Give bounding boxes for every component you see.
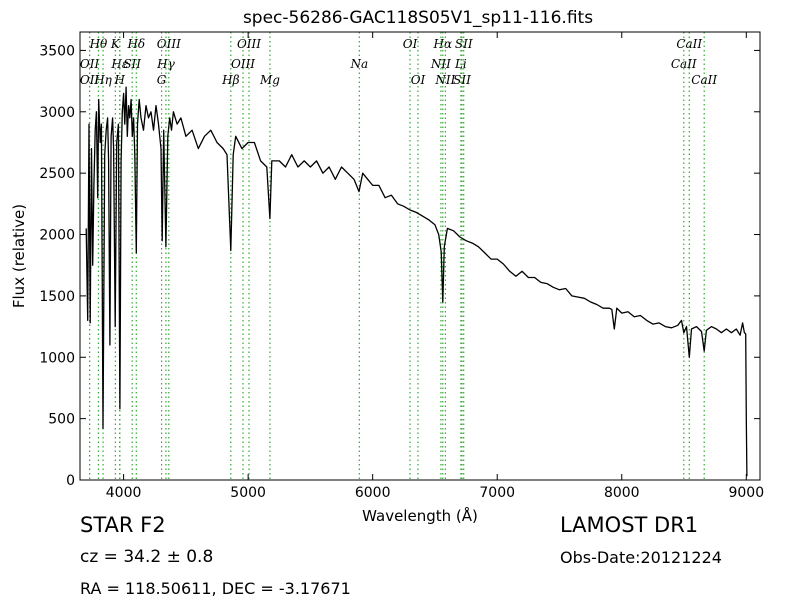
spectral-line-label: NII [430,57,451,71]
spectral-line-label: SII [455,37,473,51]
spectral-line-label: CaII [676,37,702,51]
y-tick-label: 2500 [39,166,75,182]
spectral-line-label: Hα [433,37,453,51]
x-tick-label: 4000 [106,485,142,501]
spectral-line-label: OI [403,37,418,51]
spectral-line-label: OII [80,73,100,87]
y-tick-label: 1000 [39,350,75,366]
spectral-line-label: OI [411,73,426,87]
spectral-line-label: Na [350,57,369,71]
spectral-line-label: H [113,73,125,87]
x-tick-label: 7000 [479,485,515,501]
coordinates-label: RA = 118.50611, DEC = -3.17671 [80,579,351,598]
spectral-line-label: CaII [691,73,717,87]
x-axis: 4000 5000 6000 7000 8000 9000 [106,32,764,501]
plot-frame [79,31,761,481]
y-axis-label: Flux (relative) [10,204,28,308]
x-tick-label: 8000 [604,485,640,501]
object-class-label: STAR F2 [80,513,166,537]
spectrum-line [85,86,748,477]
y-tick-label: 1500 [39,289,75,305]
spectrum-series [85,86,748,477]
x-axis-label: Wavelength (Å) [362,506,478,525]
spectral-line-label: OII [80,57,100,71]
spectral-line-label: OIII [237,37,261,51]
spectral-line-label: Hγ [156,57,175,71]
y-axis: 0 500 1000 1500 2000 2500 3000 3500 [39,43,760,489]
y-tick-label: 0 [66,473,75,489]
chart-title: spec-56286-GAC118S05V1_sp11-116.fits [243,8,593,28]
y-tick-label: 3500 [39,43,75,59]
redshift-label: cz = 34.2 ± 0.8 [80,547,214,567]
y-tick-label: 500 [48,412,75,428]
y-tick-label: 3000 [39,105,75,121]
x-tick-label: 5000 [230,485,266,501]
spectral-line-label: OIII [157,37,181,51]
spectral-line-label: Li [454,57,467,71]
x-tick-label: 9000 [728,485,764,501]
spectral-line-label: Hβ [221,73,239,87]
spectral-line-label: Hη [93,73,112,87]
spectral-line-label: K [110,37,121,51]
y-tick-label: 2000 [39,228,75,244]
spectral-line-label: G [157,73,167,87]
spectral-line-label: Hδ [126,37,145,51]
x-tick-label: 6000 [355,485,391,501]
spectral-line-label: SII [123,57,141,71]
spectral-line-label: NII [434,73,455,87]
survey-label: LAMOST DR1 [560,513,699,537]
spectral-line-label: Hθ [89,37,108,51]
obs-date-label: Obs-Date:20121224 [560,548,722,567]
spectral-line-label: Mg [259,73,280,87]
spectral-line-label: CaII [671,57,697,71]
spectral-line-label: SII [453,73,471,87]
spectral-line-label: OIII [231,57,255,71]
